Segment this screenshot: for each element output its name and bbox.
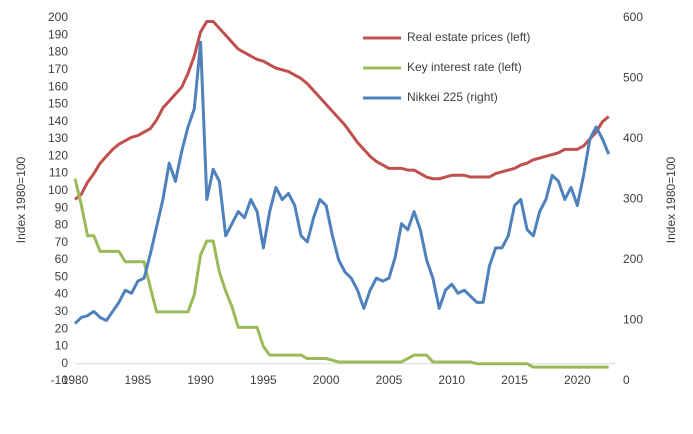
y-tick-label: 30	[55, 304, 69, 318]
y-tick-label: 100	[48, 183, 68, 197]
y-tick-label: 140	[48, 114, 68, 128]
y-tick-label: 130	[48, 131, 68, 145]
y-tick-label: 10	[55, 339, 69, 353]
y-tick-label: 200	[48, 10, 68, 24]
series-line	[74, 19, 610, 201]
series-line	[73, 178, 609, 369]
y2-tick-label: 500	[623, 71, 643, 85]
y2-tick-label: 300	[623, 192, 643, 206]
y-tick-label: -10	[51, 373, 69, 387]
y-tick-label: 50	[55, 269, 69, 283]
x-tick-label: 1990	[187, 373, 214, 387]
x-tick-label: 2010	[438, 373, 465, 387]
y2-tick-label: 600	[623, 10, 643, 24]
y2-tick-label: 400	[623, 131, 643, 145]
y-tick-label: 80	[55, 218, 69, 232]
x-tick-label: 2020	[564, 373, 591, 387]
y-tick-label: 180	[48, 45, 68, 59]
y-tick-label: 40	[55, 287, 69, 301]
y-tick-label: 170	[48, 62, 68, 76]
y-tick-label: 150	[48, 97, 68, 111]
y-tick-label: 0	[61, 356, 68, 370]
y-tick-label: 20	[55, 321, 69, 335]
x-tick-label: 2015	[501, 373, 528, 387]
y-tick-label: 70	[55, 235, 69, 249]
y2-tick-label: 0	[623, 373, 630, 387]
y-tick-label: 90	[55, 200, 69, 214]
y2-tick-label: 200	[623, 252, 643, 266]
y-tick-label: 190	[48, 27, 68, 41]
y2-tick-label: 100	[623, 313, 643, 327]
legend-label: Nikkei 225 (right)	[407, 90, 498, 104]
y-tick-label: 160	[48, 79, 68, 93]
y-tick-label: 120	[48, 148, 68, 162]
y-axis-title: Index 1980=100	[14, 156, 28, 243]
x-tick-label: 2000	[313, 373, 340, 387]
x-tick-label: 1995	[250, 373, 277, 387]
legend-label: Key interest rate (left)	[407, 60, 522, 74]
x-tick-label: 2005	[376, 373, 403, 387]
x-tick-label: 1985	[124, 373, 151, 387]
y-tick-label: 110	[49, 166, 68, 180]
series-line	[73, 40, 611, 325]
x-tick-label: 1980	[62, 373, 89, 387]
y2-axis-title: Index 1980=100	[664, 156, 678, 243]
legend-label: Real estate prices (left)	[407, 30, 530, 44]
y-tick-label: 60	[55, 252, 69, 266]
